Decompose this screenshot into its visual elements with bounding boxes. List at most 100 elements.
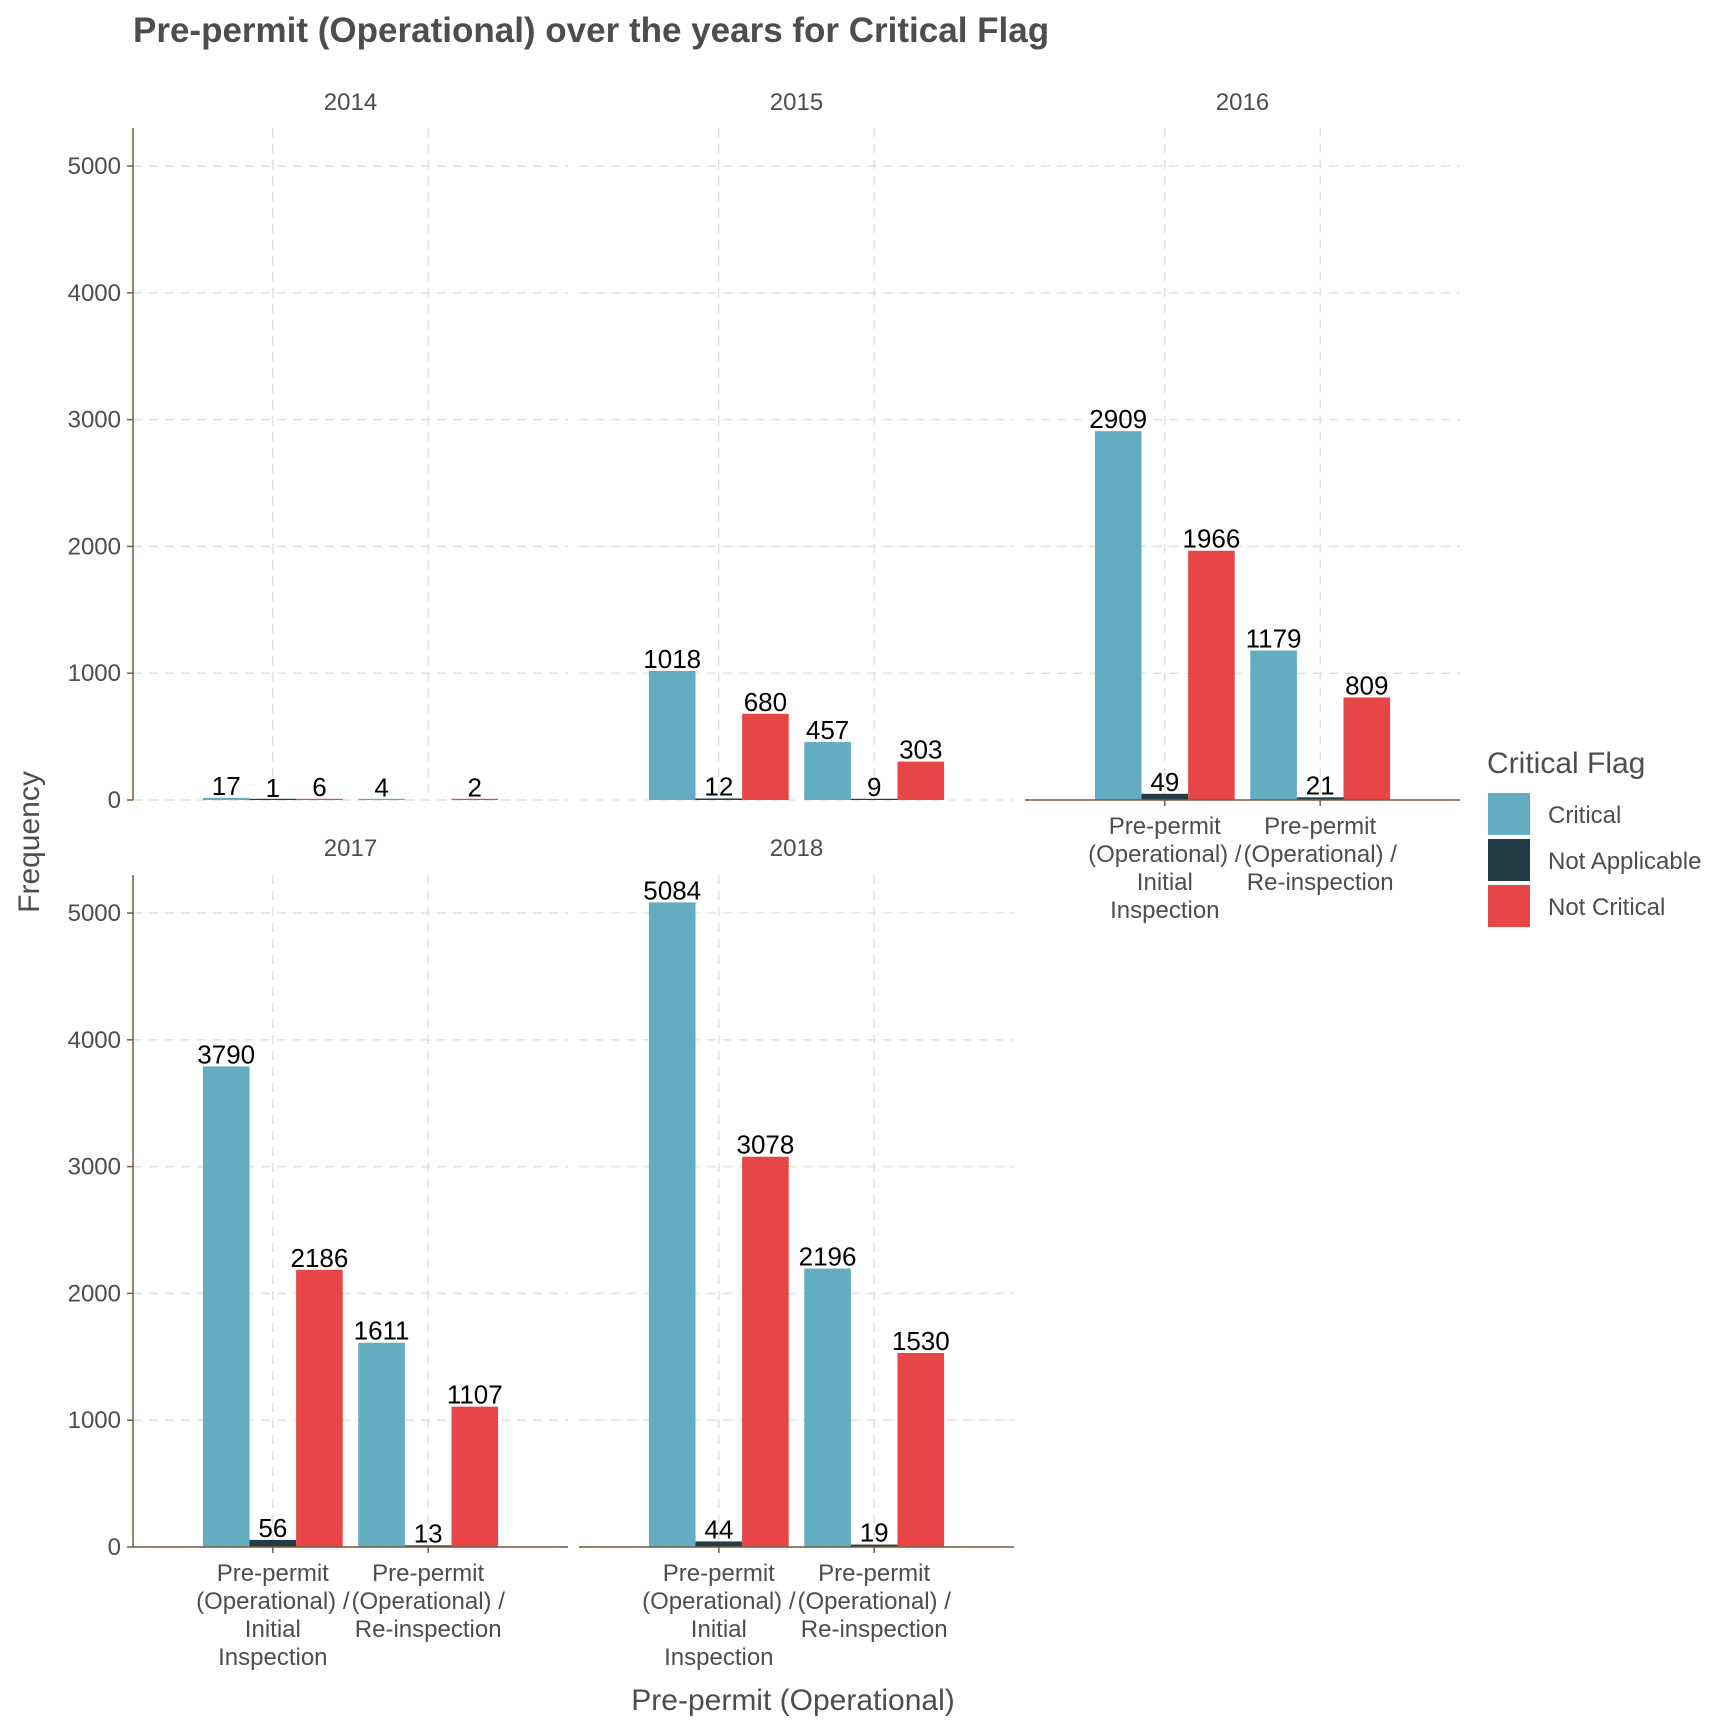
data-label-2016-1-not-applicable: 21	[1306, 770, 1335, 800]
plot-area: 2014 17 1 6 4 2 0 1000 2000 3000 4000 5000 2015 1018 1…	[68, 89, 1460, 1671]
x-tick-label-line: Inspection	[664, 1644, 773, 1671]
bar-2018-0-not-applicable	[695, 1541, 743, 1547]
bar-2018-0-not-critical	[742, 1156, 789, 1547]
chart-title: Pre-permit (Operational) over the years …	[133, 11, 1049, 50]
x-tick-label-line: (Operational) /	[642, 1588, 796, 1615]
bar-2016-0-not-critical	[1188, 550, 1235, 800]
y-tick-label-2014-3000: 3000	[68, 407, 121, 434]
bar-2017-1-critical	[358, 1342, 405, 1547]
legend-label-critical: Critical	[1548, 802, 1621, 829]
data-label-2017-0-not-applicable: 56	[258, 1513, 287, 1543]
legend: Critical Flag Critical Not Applicable Not C…	[1487, 747, 1701, 927]
data-label-2018-0-critical: 5084	[643, 875, 701, 905]
x-tick-label-2016-1: Pre-permit (Operational) / Re-inspection	[1243, 813, 1397, 896]
data-label-2018-0-not-applicable: 44	[704, 1514, 733, 1544]
x-tick-label-line: (Operational) /	[1088, 841, 1242, 868]
legend-label-not-applicable: Not Applicable	[1548, 848, 1701, 875]
data-label-2015-1-critical: 457	[806, 715, 849, 745]
data-label-2016-0-not-applicable: 49	[1150, 767, 1179, 797]
bar-2018-1-not-applicable	[850, 1544, 898, 1547]
x-tick-label-line: Pre-permit	[1264, 813, 1376, 840]
data-label-2016-0-not-critical: 1966	[1183, 524, 1241, 554]
legend-key-not-applicable	[1488, 839, 1530, 881]
x-tick-label-line: (Operational) /	[1243, 841, 1397, 868]
bar-2014-1-critical	[358, 798, 405, 800]
legend-title: Critical Flag	[1487, 747, 1645, 780]
x-tick-label-line: Pre-permit	[663, 1560, 775, 1587]
x-tick-label-line: Initial	[245, 1616, 301, 1643]
bar-2016-1-critical	[1250, 650, 1297, 800]
y-tick-label-2014-2000: 2000	[68, 533, 121, 560]
y-tick-label-2017-0: 0	[108, 1534, 121, 1561]
x-tick-label-line: Pre-permit	[818, 1560, 930, 1587]
data-label-2014-0-critical: 17	[212, 771, 241, 801]
x-tick-label-2017-1: Pre-permit (Operational) / Re-inspection	[351, 1560, 505, 1643]
data-label-2017-1-not-critical: 1107	[447, 1380, 503, 1410]
x-tick-label-line: Inspection	[1110, 897, 1219, 924]
bar-2014-0-not-critical	[296, 798, 343, 800]
bar-2017-0-not-applicable	[249, 1539, 297, 1547]
bar-2015-1-not-critical	[897, 761, 945, 800]
x-tick-label-line: Inspection	[218, 1644, 327, 1671]
bar-2017-0-critical	[202, 1066, 250, 1547]
data-label-2015-0-not-applicable: 12	[704, 771, 733, 801]
x-tick-label-2016-0: Pre-permit (Operational) / Initial Inspecti…	[1088, 813, 1242, 924]
x-tick-label-line: Initial	[1137, 869, 1193, 896]
facet-label-2014: 2014	[324, 89, 377, 116]
x-tick-label-line: (Operational) /	[797, 1588, 951, 1615]
bar-2016-0-critical	[1094, 431, 1142, 800]
data-label-2015-0-not-critical: 680	[744, 687, 787, 717]
data-label-2014-1-not-critical: 2	[468, 773, 482, 803]
bar-2015-0-not-applicable	[695, 798, 743, 800]
y-tick-label-2017-4000: 4000	[68, 1027, 121, 1054]
data-label-2017-0-not-critical: 2186	[291, 1243, 349, 1273]
data-label-2016-1-not-critical: 809	[1345, 670, 1388, 700]
bar-2018-1-not-critical	[897, 1353, 945, 1547]
x-axis-title: Pre-permit (Operational)	[631, 1684, 954, 1717]
data-label-2018-0-not-critical: 3078	[737, 1130, 795, 1160]
data-label-2016-1-critical: 1179	[1246, 624, 1302, 654]
data-label-2017-1-critical: 1611	[354, 1316, 410, 1346]
bar-2017-0-not-critical	[296, 1269, 343, 1547]
bar-2016-0-not-applicable	[1141, 793, 1189, 800]
bar-2016-1-not-critical	[1343, 697, 1391, 800]
bar-2016-1-not-applicable	[1296, 797, 1344, 800]
legend-key-critical	[1488, 793, 1530, 835]
bar-2018-0-critical	[648, 902, 696, 1547]
y-tick-label-2017-1000: 1000	[68, 1407, 121, 1434]
x-tick-label-line: Re-inspection	[355, 1616, 502, 1643]
x-tick-label-2017-0: Pre-permit (Operational) / Initial Inspecti…	[196, 1560, 350, 1671]
x-tick-label-line: Pre-permit	[372, 1560, 484, 1587]
data-label-2015-1-not-applicable: 9	[867, 772, 881, 802]
x-tick-label-line: Re-inspection	[801, 1616, 948, 1643]
bar-2015-0-critical	[648, 670, 696, 800]
data-label-2017-0-critical: 3790	[197, 1039, 255, 1069]
x-tick-label-line: Initial	[691, 1616, 747, 1643]
x-tick-label-line: Pre-permit	[1109, 813, 1221, 840]
data-label-2018-1-not-critical: 1530	[892, 1326, 950, 1356]
facet-label-2016: 2016	[1216, 89, 1269, 116]
bar-2018-1-critical	[804, 1268, 851, 1547]
x-tick-label-line: (Operational) /	[351, 1588, 505, 1615]
x-tick-label-2018-0: Pre-permit (Operational) / Initial Inspecti…	[642, 1560, 796, 1671]
bar-2017-1-not-critical	[451, 1406, 499, 1547]
bar-2014-1-not-critical	[451, 798, 499, 800]
legend-key-not-critical	[1488, 885, 1530, 927]
bar-2014-0-not-applicable	[249, 798, 297, 800]
bar-2014-0-critical	[202, 797, 250, 800]
bar-2017-1-not-applicable	[404, 1545, 452, 1547]
data-label-2014-1-critical: 4	[374, 772, 388, 802]
legend-label-not-critical: Not Critical	[1548, 894, 1665, 921]
data-label-2014-0-not-critical: 6	[312, 772, 326, 802]
data-label-2014-0-not-applicable: 1	[266, 773, 280, 803]
y-tick-label-2014-4000: 4000	[68, 280, 121, 307]
x-tick-label-line: Pre-permit	[217, 1560, 329, 1587]
data-label-2015-0-critical: 1018	[643, 644, 701, 674]
bar-2015-0-not-critical	[742, 713, 789, 800]
y-tick-label-2014-5000: 5000	[68, 153, 121, 180]
bar-2015-1-critical	[804, 742, 851, 800]
facet-label-2015: 2015	[770, 89, 823, 116]
x-tick-label-line: (Operational) /	[196, 1588, 350, 1615]
